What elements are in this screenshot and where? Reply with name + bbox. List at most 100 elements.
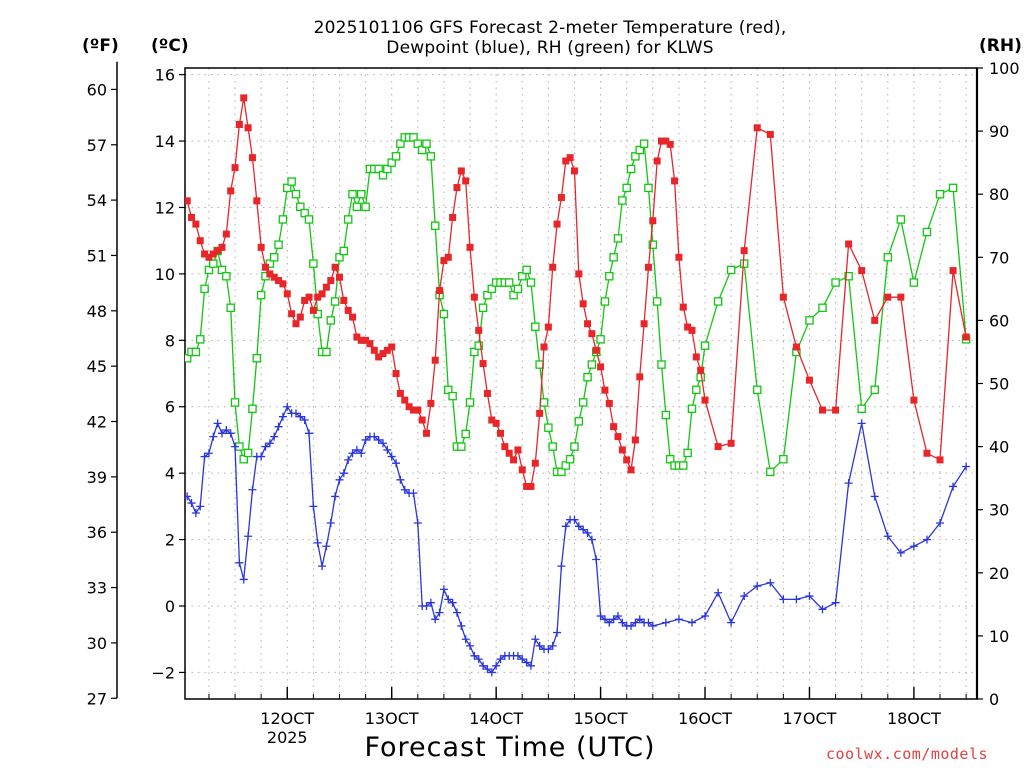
temperature-point [897, 293, 905, 301]
rh-point [522, 265, 531, 275]
dewpoint-point [674, 615, 683, 624]
temperature-point [597, 363, 605, 371]
temperature-point [301, 296, 309, 304]
plot-frame [184, 67, 978, 700]
dewpoint-point [474, 655, 483, 664]
fahrenheit-tick-label: 51 [87, 246, 107, 265]
temperature-point [588, 330, 596, 338]
fahrenheit-tick-label: 33 [87, 579, 107, 598]
temperature-point [201, 250, 209, 258]
temperature-point [845, 240, 853, 248]
temperature-point [340, 296, 348, 304]
temperature-point [418, 416, 426, 424]
axes [111, 61, 983, 700]
rh-point [283, 183, 292, 193]
rh-point [570, 442, 579, 451]
dewpoint-point [209, 432, 218, 441]
rh-point [339, 246, 349, 256]
temperature-point [462, 177, 470, 185]
rh-point [239, 454, 248, 464]
rh-point [539, 398, 549, 407]
dewpoint-point [922, 535, 931, 544]
dewpoint-point [687, 618, 696, 627]
temperature-point [658, 137, 666, 145]
dewpoint-point [583, 528, 592, 537]
rh-point [544, 423, 553, 432]
dewpoint-point [335, 475, 344, 484]
temperature-point [222, 230, 230, 238]
temperature-point [544, 323, 552, 331]
temperature-point [531, 459, 539, 467]
temperature-point [684, 323, 692, 331]
rh-point [948, 183, 958, 193]
dewpoint-point [278, 412, 287, 421]
temperature-point [884, 293, 892, 301]
temperature-point [288, 310, 296, 318]
dewpoint-point [296, 412, 305, 421]
dewpoint-point [909, 542, 918, 551]
rh-tick-label: 80 [989, 185, 1009, 204]
rh-point [439, 309, 449, 319]
unit-celsius-label: (ºC) [151, 36, 189, 56]
x-tick-label: 18OCT [887, 709, 941, 728]
dewpoint-point [326, 518, 335, 527]
temperature-point [962, 333, 970, 341]
temperature-point [453, 184, 461, 192]
temperature-point [305, 293, 313, 301]
fahrenheit-tick-label: 48 [87, 302, 107, 321]
temperature-point [414, 406, 422, 414]
celsius-tick-label: 12 [155, 198, 175, 217]
temperature-point [396, 389, 404, 397]
temperature-point [727, 439, 735, 447]
temperature-point [501, 443, 509, 451]
temperature-point [427, 399, 435, 407]
temperature-point [518, 466, 526, 474]
temperature-point [244, 124, 252, 132]
rh-point [417, 145, 427, 155]
fahrenheit-tick-label: 60 [87, 80, 107, 99]
rh-tick-label: 50 [989, 375, 1009, 394]
temperature-point [349, 313, 357, 321]
temperature-point [196, 237, 204, 245]
fahrenheit-tick-label: 30 [87, 634, 107, 653]
dewpoint-point [701, 611, 710, 620]
tick-labels: 27 30 33 36 39 42 45 48 51 54 57 60 −2 0 2 4 6 8 10 12 14 16 0… [87, 59, 1020, 747]
rh-point [387, 158, 396, 167]
dewpoint-series [185, 402, 971, 677]
rh-point [343, 215, 353, 224]
rh-point [513, 284, 523, 294]
temperature-series [185, 94, 970, 490]
celsius-tick-label: 8 [165, 331, 175, 350]
celsius-tick-label: 10 [155, 265, 175, 284]
rh-point [300, 208, 309, 218]
dewpoint-point [265, 439, 274, 448]
temperature-point [331, 263, 339, 271]
rh-point [805, 316, 814, 325]
temperature-point [592, 346, 600, 354]
temperature-point [671, 177, 679, 185]
temperature-point [192, 220, 200, 228]
temperature-point [631, 436, 639, 444]
temperature-point [662, 137, 670, 145]
dewpoint-point [605, 618, 614, 627]
rh-tick-label: 60 [989, 311, 1009, 330]
dewpoint-point [226, 429, 235, 438]
dewpoint-point [553, 628, 562, 637]
temperature-point [492, 419, 500, 427]
rh-point [248, 404, 257, 413]
rh-point [265, 259, 275, 268]
rh-point [287, 177, 296, 186]
rh-point [509, 290, 518, 300]
dewpoint-point [339, 469, 348, 478]
dewpoint-point [518, 655, 527, 664]
temperature-point [636, 373, 644, 381]
dewpoint-point [435, 608, 444, 617]
dewpoint-point [766, 578, 775, 587]
dewpoint-point [883, 532, 892, 541]
celsius-tick-label: 14 [155, 132, 175, 151]
temperature-point [792, 343, 800, 351]
fahrenheit-tick-label: 27 [87, 689, 107, 708]
rh-point [587, 360, 597, 369]
temperature-point [292, 320, 300, 328]
rh-tick-label: 30 [989, 501, 1009, 520]
